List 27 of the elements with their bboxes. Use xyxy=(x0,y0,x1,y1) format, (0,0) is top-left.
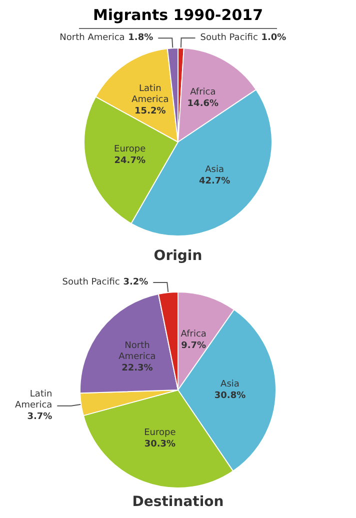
slice-label: Africa xyxy=(180,329,206,340)
slice-label: Europe xyxy=(144,428,176,438)
data-label: 3.2% xyxy=(123,278,148,288)
slice-label: Latin America xyxy=(132,84,169,105)
data-label: 1.8% xyxy=(128,33,154,44)
slice-label: Europe xyxy=(114,144,146,154)
chart-title: Migrants 1990-2017 xyxy=(78,6,278,29)
data-label: 30.3% xyxy=(144,439,176,450)
text: Origin xyxy=(154,248,202,264)
data-label: 14.6% xyxy=(187,99,219,110)
slice-label: Africa xyxy=(190,88,216,98)
slice-label: Latin America xyxy=(15,389,52,410)
data-label: 22.3% xyxy=(122,364,153,374)
data-label: 15.2% xyxy=(134,106,166,116)
text: Destination xyxy=(132,494,224,510)
data-label: 24.7% xyxy=(114,156,146,166)
data-label: 3.7% xyxy=(27,412,52,422)
data-label: 1.0% xyxy=(261,33,286,44)
slice-label: South Pacific xyxy=(200,33,258,44)
slice-label: North America xyxy=(118,341,156,362)
slice-label: Asia xyxy=(205,165,224,176)
slice-label: North America xyxy=(60,33,125,44)
data-label: 30.8% xyxy=(214,390,246,401)
slice-label: Asia xyxy=(220,379,240,390)
data-label: 42.7% xyxy=(198,176,230,187)
data-label: 9.7% xyxy=(181,340,206,351)
slice-label: South Pacific xyxy=(62,278,120,288)
